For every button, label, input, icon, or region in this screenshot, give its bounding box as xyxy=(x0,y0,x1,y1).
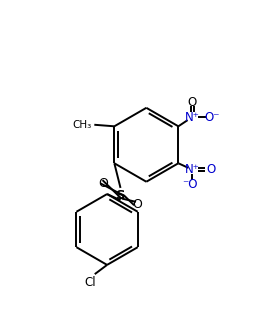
Text: O⁻: O⁻ xyxy=(204,110,220,124)
Text: O: O xyxy=(133,198,142,211)
Text: N⁺: N⁺ xyxy=(185,163,200,176)
Text: S: S xyxy=(116,189,125,202)
Text: ⁻O: ⁻O xyxy=(182,178,198,191)
Text: O: O xyxy=(188,96,197,109)
Text: N⁺: N⁺ xyxy=(185,110,200,124)
Text: CH₃: CH₃ xyxy=(73,120,92,130)
Text: O: O xyxy=(207,163,216,176)
Text: Cl: Cl xyxy=(84,276,96,290)
Text: O: O xyxy=(99,177,108,190)
